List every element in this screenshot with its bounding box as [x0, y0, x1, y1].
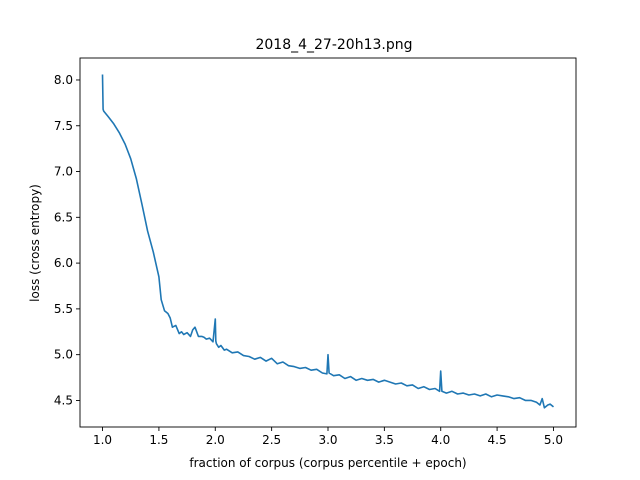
y-tick-label: 5.5 [54, 302, 73, 316]
plot-area [79, 57, 577, 428]
plot-frame [79, 57, 577, 428]
x-tick-label: 2.5 [262, 433, 281, 447]
x-axis-label: fraction of corpus (corpus percentile + … [189, 456, 466, 470]
x-tick-label: 1.0 [93, 433, 112, 447]
x-tick-label: 4.0 [431, 433, 450, 447]
y-tick-label: 4.5 [54, 393, 73, 407]
chart-title: 2018_4_27-20h13.png [255, 37, 412, 53]
x-tick-label: 1.5 [149, 433, 168, 447]
x-tick-label: 2.0 [206, 433, 225, 447]
y-tick-label: 7.0 [54, 165, 73, 179]
y-axis-label: loss (cross entropy) [28, 184, 42, 302]
x-axis: 1.0 1.5 2.0 2.5 3.0 3.5 4.0 4.5 5.0 [93, 427, 563, 447]
y-axis: 4.5 5.0 5.5 6.0 6.5 7.0 7.5 8.0 [54, 73, 80, 407]
y-tick-label: 6.0 [54, 256, 73, 270]
x-tick-label: 3.0 [318, 433, 337, 447]
y-tick-label: 5.0 [54, 348, 73, 362]
x-tick-label: 3.5 [375, 433, 394, 447]
series-layer [101, 74, 555, 409]
x-tick-label: 5.0 [544, 433, 563, 447]
loss-series-line [101, 74, 555, 409]
x-tick-label: 4.5 [488, 433, 507, 447]
y-tick-label: 7.5 [54, 119, 73, 133]
y-tick-label: 8.0 [54, 73, 73, 87]
y-tick-label: 6.5 [54, 210, 73, 224]
